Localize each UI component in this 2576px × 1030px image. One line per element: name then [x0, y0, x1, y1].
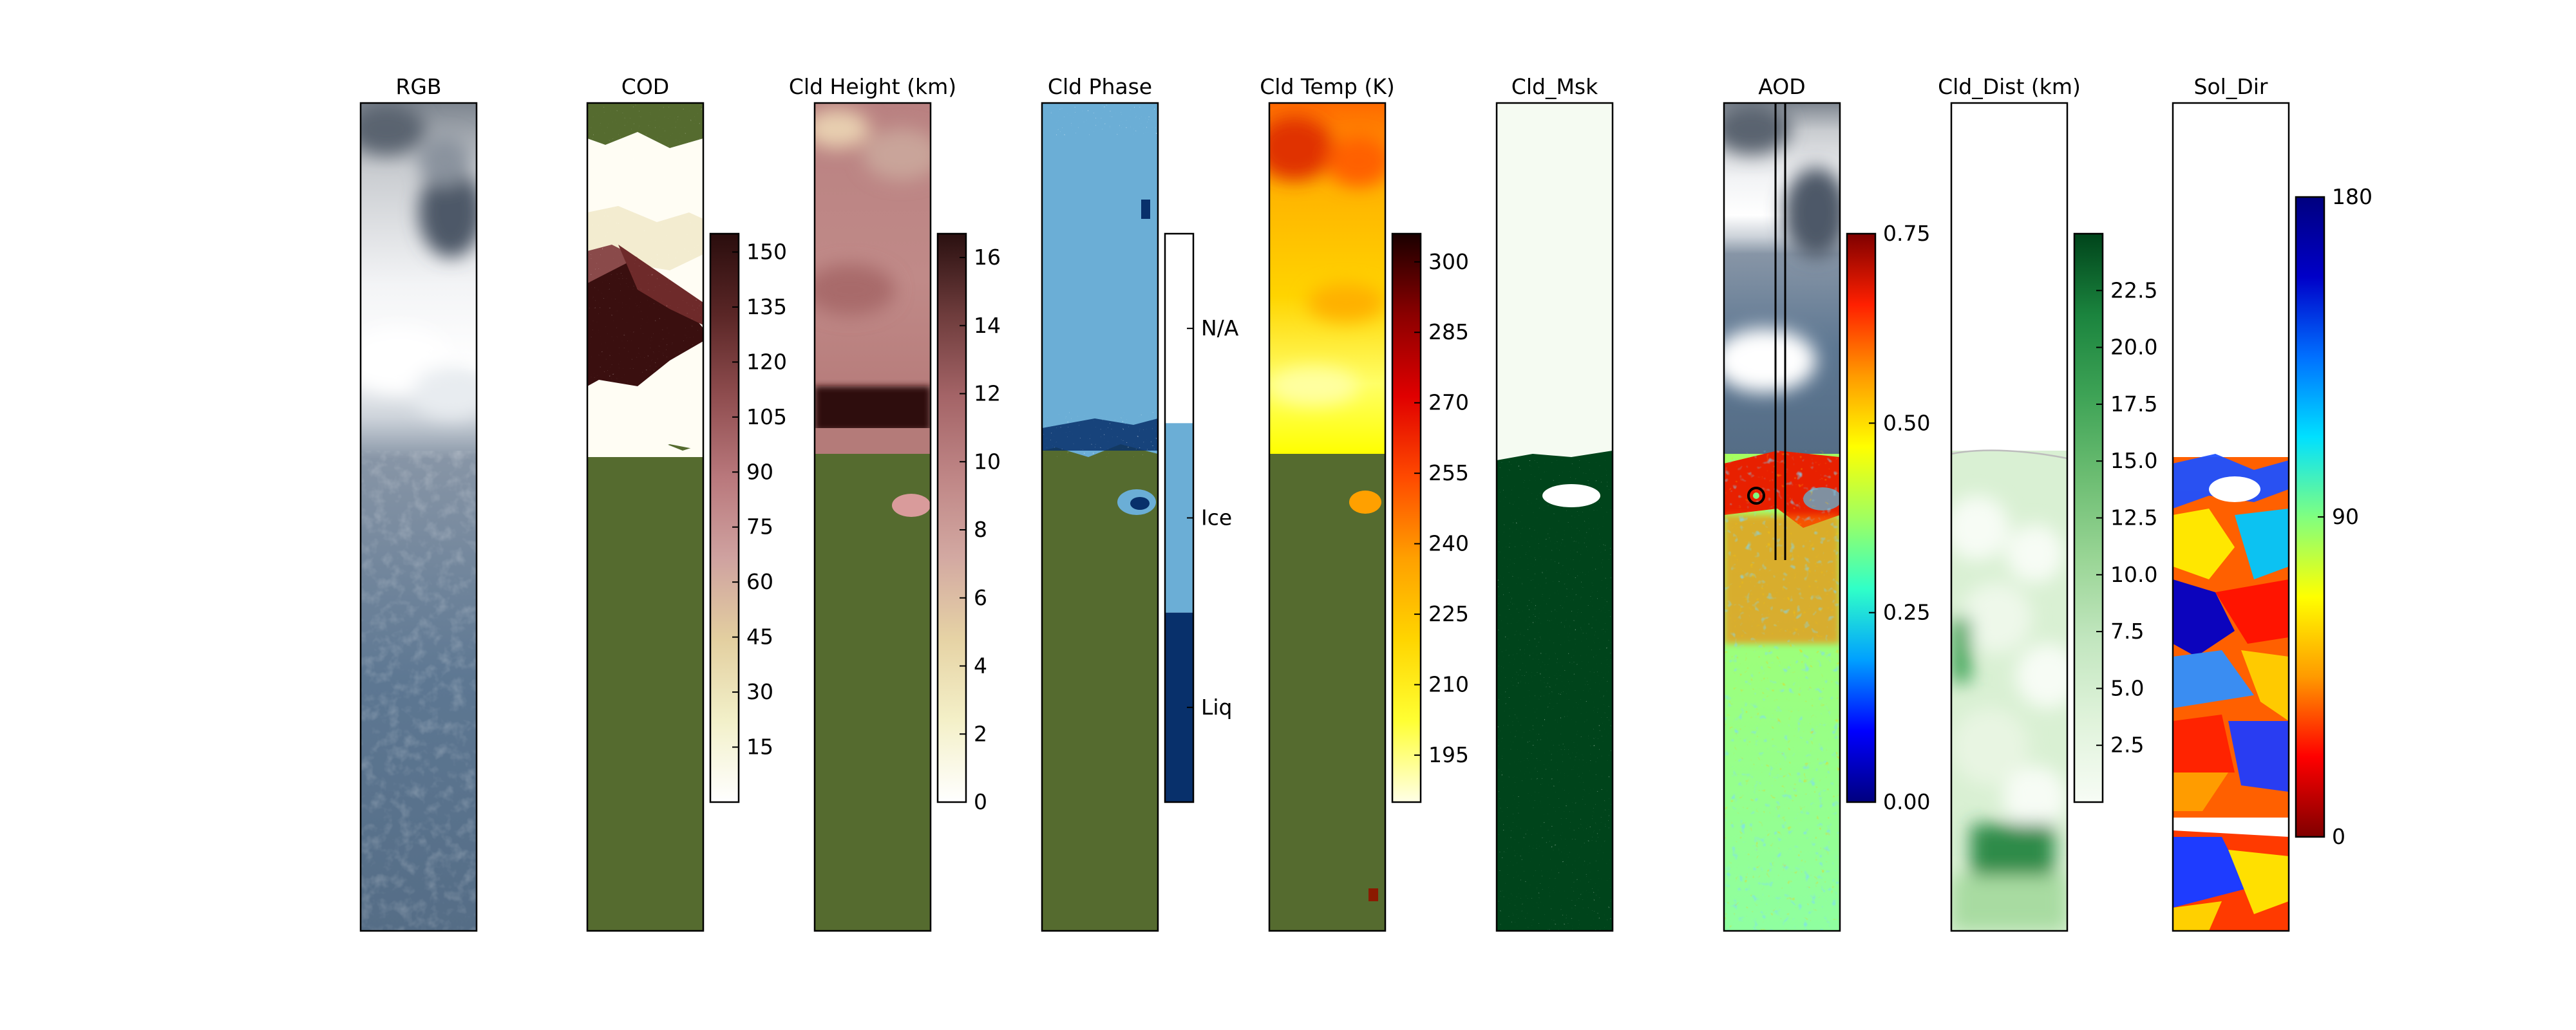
- image-aod: [1724, 103, 1840, 931]
- title-mask: Cld_Msk: [1511, 74, 1598, 99]
- colorbar-aod-frame: [1846, 232, 1877, 803]
- image-mask: [1497, 103, 1613, 931]
- colorbar-dist-tick-label: 5.0: [2110, 675, 2144, 700]
- colorbar-cod-tick-label: 30: [746, 679, 773, 704]
- colorbar-height-tick-label: 2: [974, 721, 987, 746]
- colorbar-height-tick-label: 6: [974, 585, 987, 610]
- colorbar-sol: 0 90 180: [2295, 184, 2372, 849]
- image-sol: [2173, 103, 2289, 931]
- colorbar-height-tick-label: 0: [974, 789, 987, 814]
- colorbar-dist-tick-label: 12.5: [2110, 505, 2157, 530]
- colorbars: 15 30 45 60 75 90 105 120 135 150 0 2 4 6 8 10 12 14 16 N/A…: [709, 184, 2372, 849]
- colorbar-cod-tick-label: 90: [746, 459, 773, 484]
- colorbar-aod: 0.00 0.25 0.50 0.75: [1846, 221, 1930, 814]
- colorbar-dist-tick-label: 7.5: [2110, 619, 2144, 644]
- title-sol: Sol_Dir: [2194, 74, 2268, 99]
- colorbar-temp-tick-label: 270: [1428, 390, 1469, 415]
- title-phase: Cld Phase: [1048, 74, 1152, 99]
- colorbar-phase: N/A Ice Liq: [1164, 232, 1239, 803]
- colorbar-temp-gradient: [1392, 234, 1421, 802]
- colorbar-height-gradient: [938, 234, 966, 802]
- colorbar-height: 0 2 4 6 8 10 12 14 16: [936, 232, 1001, 814]
- colorbar-cod-tick-label: 60: [746, 569, 773, 594]
- colorbar-aod-tick-label: 0.00: [1883, 789, 1930, 814]
- colorbar-height-tick-label: 16: [974, 245, 1001, 270]
- colorbar-cod-tick-label: 75: [746, 514, 773, 539]
- colorbar-temp-tick-label: 255: [1428, 460, 1469, 485]
- colorbar-dist-tick-label: 22.5: [2110, 277, 2157, 303]
- title-height: Cld Height (km): [789, 74, 956, 99]
- panel-dist: Cld_Dist (km): [1938, 74, 2081, 932]
- colorbar-aod-gradient: [1847, 234, 1875, 802]
- colorbar-temp-tick-label: 240: [1428, 531, 1469, 556]
- title-aod: AOD: [1758, 74, 1805, 99]
- panel-aod: AOD: [1723, 74, 1841, 932]
- panel-phase: Cld Phase: [1041, 74, 1159, 932]
- title-dist: Cld_Dist (km): [1938, 74, 2081, 99]
- image-height: [815, 103, 931, 931]
- image-cod: [587, 103, 703, 931]
- image-phase: [1042, 103, 1158, 931]
- panel-cod: COD: [586, 74, 705, 932]
- colorbar-cod-gradient: [710, 234, 739, 802]
- colorbar-dist-tick-label: 10.0: [2110, 562, 2157, 587]
- colorbar-height-tick-label: 8: [974, 517, 987, 542]
- panel-sol: Sol_Dir: [2172, 74, 2290, 932]
- colorbar-temp-tick-label: 285: [1428, 319, 1469, 344]
- colorbar-cod-frame: [709, 232, 740, 803]
- colorbar-cod-tick-label: 120: [746, 349, 787, 374]
- colorbar-phase-tick-label: Liq: [1201, 695, 1233, 720]
- colorbar-aod-tick-label: 0.50: [1883, 410, 1930, 435]
- colorbar-temp-tick-label: 210: [1428, 672, 1469, 697]
- colorbar-cod-tick-label: 105: [746, 404, 787, 429]
- image-dist: [1951, 103, 2067, 931]
- colorbar-height-tick-label: 12: [974, 381, 1001, 406]
- title-temp: Cld Temp (K): [1260, 74, 1394, 99]
- colorbar-height-frame: [936, 232, 967, 803]
- image-rgb: [361, 103, 477, 931]
- panel-rgb: RGB: [359, 74, 478, 932]
- panel-temp: Cld Temp (K): [1260, 74, 1395, 932]
- colorbar-cod-tick-label: 135: [746, 294, 787, 319]
- colorbar-dist-tick-label: 17.5: [2110, 391, 2157, 417]
- colorbar-aod-tick-label: 0.25: [1883, 600, 1930, 625]
- title-cod: COD: [621, 74, 669, 99]
- colorbar-phase-tick-label: N/A: [1201, 315, 1239, 341]
- colorbar-sol-tick-label: 0: [2332, 824, 2345, 849]
- colorbar-height-tick-label: 4: [974, 653, 987, 679]
- colorbar-dist-tick-label: 20.0: [2110, 335, 2157, 360]
- colorbar-temp-frame: [1391, 232, 1422, 803]
- colorbar-temp-tick-label: 300: [1428, 249, 1469, 274]
- colorbar-cod-tick-label: 45: [746, 624, 773, 650]
- colorbar-dist: 2.5 5.0 7.5 10.0 12.5 15.0 17.5 20.0 22.5: [2073, 232, 2157, 803]
- colorbar-aod-tick-label: 0.75: [1883, 221, 1930, 246]
- image-temp: [1269, 103, 1385, 931]
- colorbar-dist-tick-label: 15.0: [2110, 448, 2157, 473]
- panel-mask: Cld_Msk: [1495, 74, 1614, 932]
- colorbar-sol-tick-label: 90: [2332, 504, 2359, 529]
- colorbar-temp-tick-label: 225: [1428, 601, 1469, 626]
- colorbar-cod: 15 30 45 60 75 90 105 120 135 150: [709, 232, 787, 803]
- colorbar-sol-tick-label: 180: [2332, 184, 2372, 209]
- panel-height: Cld Height (km): [789, 74, 956, 932]
- colorbar-temp-tick-label: 195: [1428, 742, 1469, 767]
- colorbar-cod-tick-label: 15: [746, 735, 773, 760]
- colorbar-phase-tick-label: Ice: [1201, 505, 1232, 530]
- colorbar-dist-tick-label: 2.5: [2110, 733, 2144, 758]
- colorbar-height-tick-label: 14: [974, 313, 1001, 338]
- colorbar-height-tick-label: 10: [974, 449, 1001, 474]
- title-rgb: RGB: [395, 74, 441, 99]
- colorbar-cod-tick-label: 150: [746, 239, 787, 264]
- colorbar-temp: 195 210 225 240 255 270 285 300: [1391, 232, 1469, 803]
